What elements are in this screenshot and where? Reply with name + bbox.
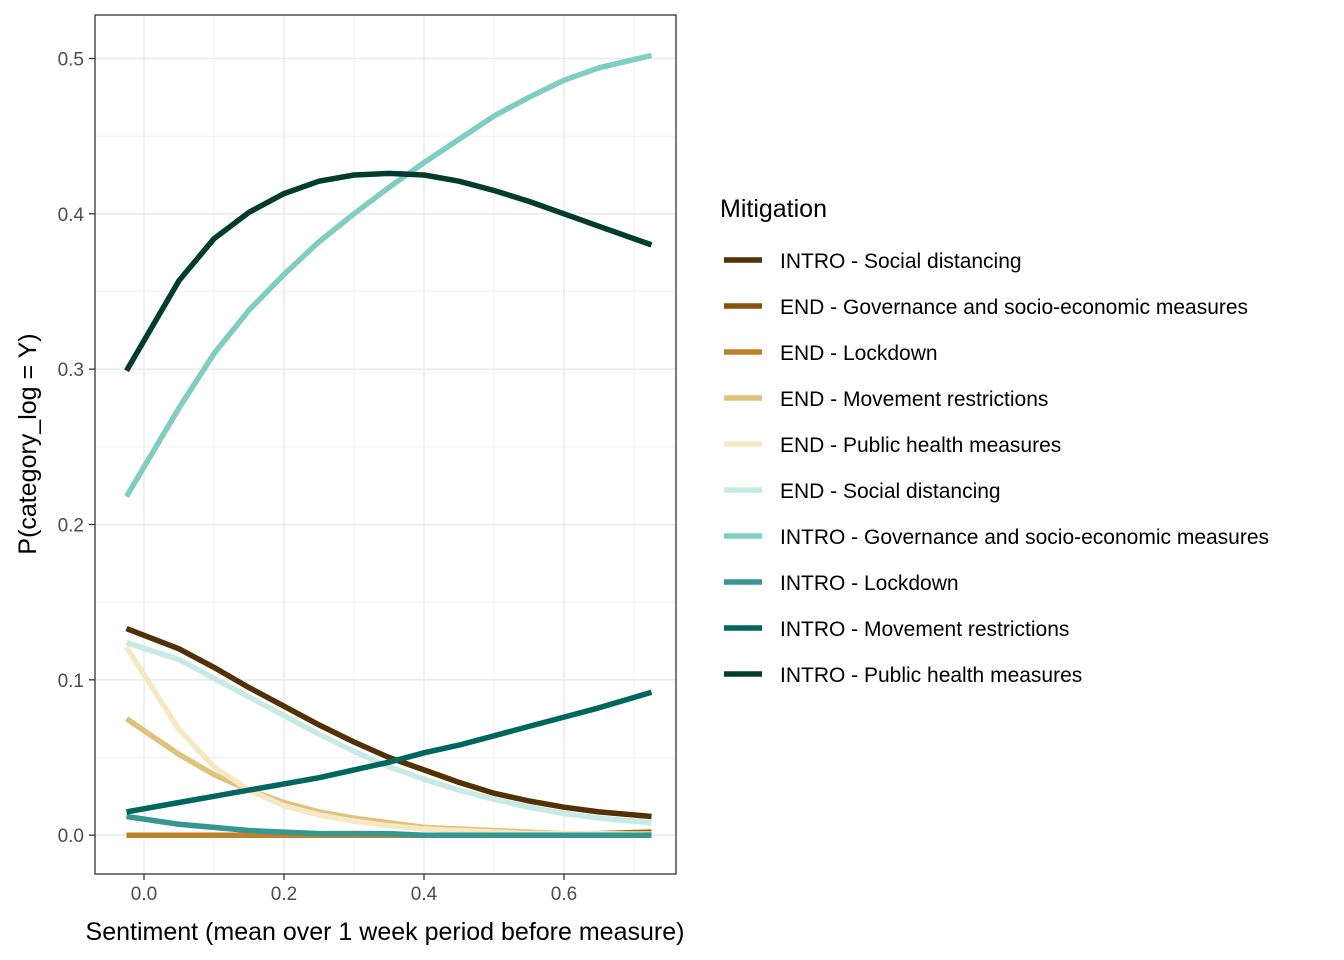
y-tick-label: 0.0 <box>58 826 84 847</box>
y-tick-label: 0.2 <box>58 515 84 536</box>
series-line <box>125 639 652 826</box>
legend-label: END - Movement restrictions <box>780 388 1048 411</box>
legend-label: INTRO - Lockdown <box>780 572 959 595</box>
x-axis-title: Sentiment (mean over 1 week period befor… <box>86 918 685 946</box>
y-axis-title: P(category_log = Y) <box>14 333 42 554</box>
series-line <box>124 170 653 373</box>
legend-label: INTRO - Social distancing <box>780 250 1022 273</box>
y-axis: 0.0 0.1 0.2 0.3 0.4 0.5 <box>58 49 95 847</box>
legend-label: END - Social distancing <box>780 480 1001 503</box>
series-line <box>124 52 653 498</box>
legend-label: END - Governance and socio-economic meas… <box>780 296 1248 319</box>
y-tick-label: 0.1 <box>58 671 84 692</box>
series-line <box>125 626 652 820</box>
series-line <box>126 813 652 838</box>
legend-label: END - Lockdown <box>780 342 938 365</box>
y-tick-label: 0.3 <box>58 360 84 381</box>
y-tick-label: 0.4 <box>58 205 85 226</box>
legend-label: END - Public health measures <box>780 434 1061 457</box>
legend-label: INTRO - Public health measures <box>780 664 1082 687</box>
x-tick-label: 0.0 <box>131 884 157 905</box>
x-tick-label: 0.4 <box>411 884 438 905</box>
y-tick-label: 0.5 <box>58 49 84 70</box>
x-tick-label: 0.6 <box>551 884 577 905</box>
legend: Mitigation INTRO - Social distancing END … <box>720 195 1269 687</box>
legend-label: INTRO - Governance and socio-economic me… <box>780 526 1269 549</box>
series-lines <box>124 52 653 838</box>
legend-label: INTRO - Movement restrictions <box>780 618 1069 641</box>
plot-background <box>95 15 676 874</box>
legend-title: Mitigation <box>720 195 827 223</box>
series-line <box>126 689 653 815</box>
x-axis: 0.0 0.2 0.4 0.6 <box>131 874 577 905</box>
plot-panel-border <box>94 14 677 875</box>
x-tick-label: 0.2 <box>271 884 297 905</box>
